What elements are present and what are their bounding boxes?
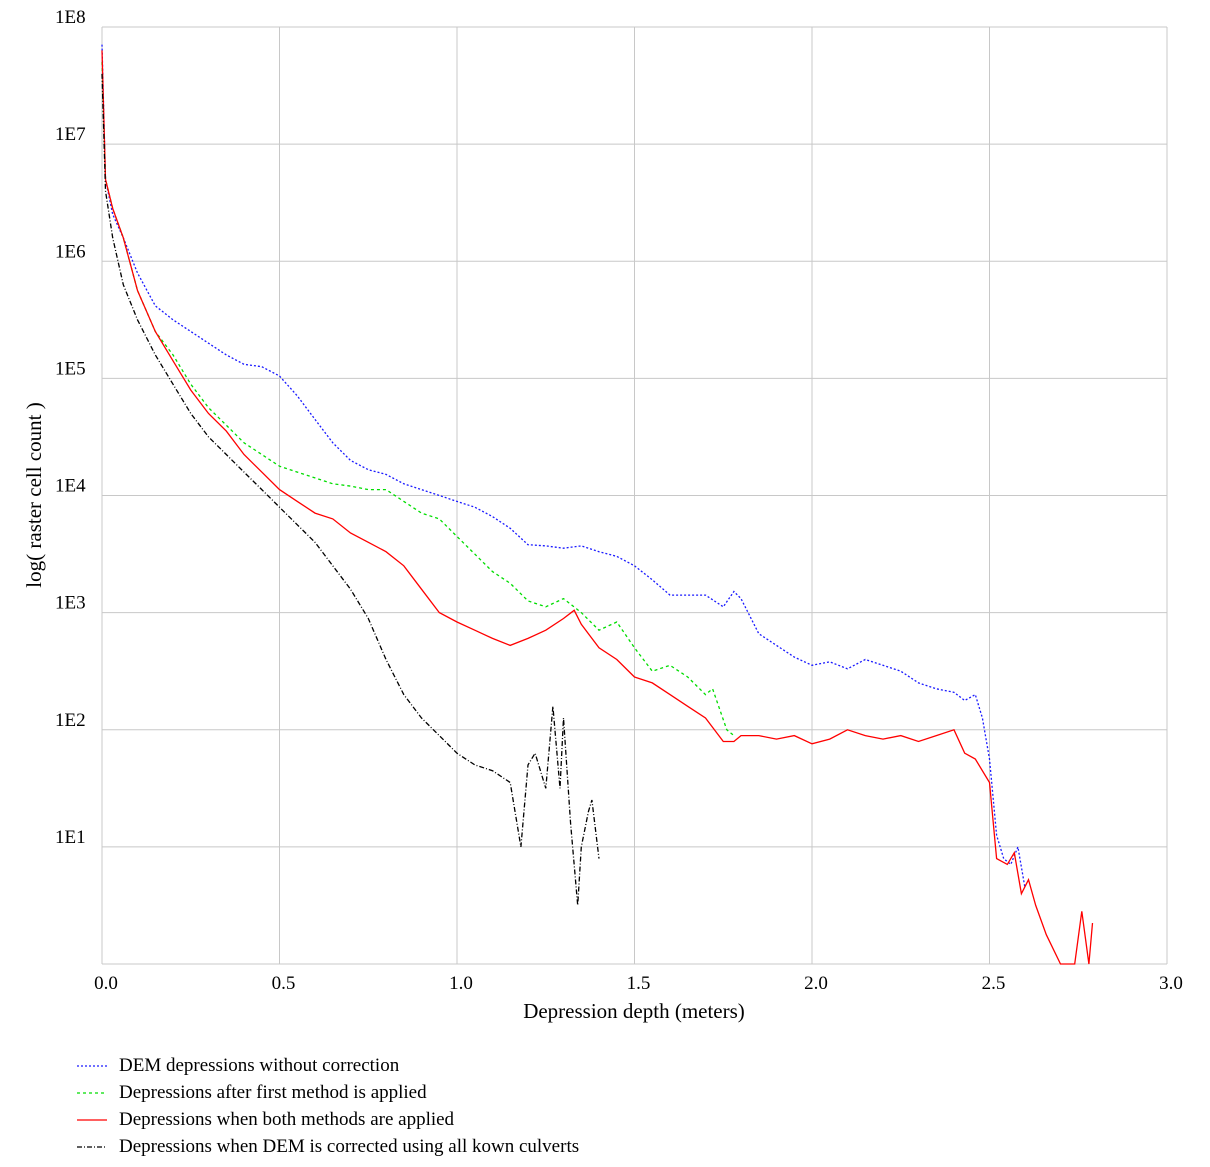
y-tick-label: 1E2 bbox=[55, 710, 86, 731]
x-tick-label: 2.5 bbox=[982, 973, 1006, 994]
legend-item: Depressions when both methods are applie… bbox=[75, 1106, 579, 1133]
x-tick-label: 3.0 bbox=[1159, 973, 1183, 994]
grid bbox=[101, 26, 1168, 965]
y-tick-labels: 1E1 1E2 1E3 1E4 1E5 1E6 1E7 1E8 bbox=[55, 7, 86, 848]
legend-label: Depressions when both methods are applie… bbox=[119, 1108, 455, 1130]
series-layer bbox=[101, 44, 1094, 965]
y-axis-title: log( raster cell count ) bbox=[22, 402, 46, 587]
y-tick-label: 1E1 bbox=[55, 827, 86, 848]
legend-swatch bbox=[77, 1064, 107, 1067]
legend-label: Depressions after first method is applie… bbox=[119, 1081, 427, 1103]
legend-swatch bbox=[77, 1145, 107, 1148]
series-line-2 bbox=[101, 62, 735, 737]
legend-item: Depressions when DEM is corrected using … bbox=[75, 1133, 579, 1160]
y-tick-label: 1E5 bbox=[55, 358, 86, 379]
x-axis-title: Depression depth (meters) bbox=[523, 999, 745, 1023]
x-tick-label: 2.0 bbox=[804, 973, 828, 994]
legend: DEM depressions without correction Depres… bbox=[75, 1052, 579, 1160]
legend-item: Depressions after first method is applie… bbox=[75, 1079, 579, 1106]
series-line-4 bbox=[101, 73, 600, 906]
legend-label: DEM depressions without correction bbox=[119, 1054, 400, 1076]
x-tick-labels: 0.0 0.5 1.0 1.5 2.0 2.5 3.0 bbox=[94, 973, 1183, 994]
y-tick-label: 1E8 bbox=[55, 7, 86, 28]
y-tick-label: 1E3 bbox=[55, 593, 86, 614]
legend-swatch bbox=[77, 1118, 107, 1121]
y-tick-label: 1E6 bbox=[55, 241, 86, 262]
series-line-3 bbox=[101, 50, 1094, 965]
legend-swatch bbox=[77, 1091, 107, 1094]
x-tick-label: 1.5 bbox=[627, 973, 651, 994]
series-line-1 bbox=[101, 44, 1026, 889]
chart: 0.0 0.5 1.0 1.5 2.0 2.5 3.0 1E1 1E2 1E3 1E4 1E5 1E6… bbox=[22, 7, 1183, 1023]
x-tick-label: 1.0 bbox=[449, 973, 473, 994]
legend-item: DEM depressions without correction bbox=[75, 1052, 579, 1079]
x-tick-label: 0.5 bbox=[272, 973, 296, 994]
y-tick-label: 1E4 bbox=[55, 476, 86, 497]
x-tick-label: 0.0 bbox=[94, 973, 118, 994]
y-tick-label: 1E7 bbox=[55, 124, 86, 145]
legend-label: Depressions when DEM is corrected using … bbox=[119, 1135, 580, 1157]
